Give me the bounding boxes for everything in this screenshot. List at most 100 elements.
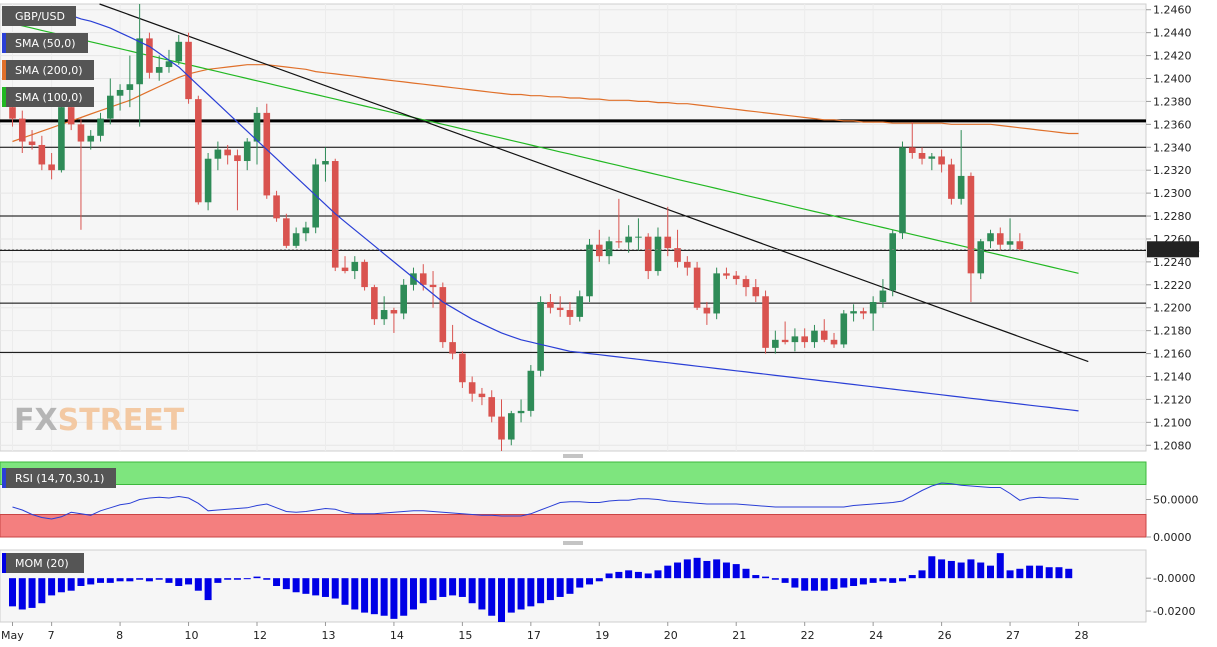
candle xyxy=(1006,218,1014,251)
candle xyxy=(146,32,153,79)
candle xyxy=(899,141,906,239)
y-tick-label: 1.2280 xyxy=(1153,210,1192,223)
candle xyxy=(175,34,183,65)
mom-bar xyxy=(615,571,623,579)
candle xyxy=(468,376,476,402)
candle-body xyxy=(556,307,564,311)
candle-body xyxy=(576,296,584,317)
y-tick-label: 1.2340 xyxy=(1153,141,1192,154)
candle-body xyxy=(468,382,476,394)
candle-body xyxy=(684,261,691,268)
candle-body xyxy=(126,84,134,90)
last-price-label: 1.22513 xyxy=(1150,243,1200,256)
candle-body xyxy=(928,156,936,159)
mom-bar xyxy=(1006,570,1014,579)
candle xyxy=(429,271,437,308)
y-tick-label: 1.2380 xyxy=(1153,95,1192,108)
candle xyxy=(263,103,271,199)
candle-body xyxy=(146,38,153,73)
legend-swatch xyxy=(2,33,6,53)
mom-bar xyxy=(908,575,916,579)
legend-label: RSI (14,70,30,1) xyxy=(15,472,104,485)
candle-body xyxy=(811,330,818,343)
candle xyxy=(703,302,711,325)
mom-bar xyxy=(654,570,662,579)
candle xyxy=(762,290,769,354)
mom-bar xyxy=(233,578,241,580)
mom-bar xyxy=(830,578,838,590)
candle xyxy=(605,236,613,265)
candle xyxy=(644,233,652,280)
candle xyxy=(918,147,926,165)
mom-bar xyxy=(947,560,955,579)
x-tick-label: 19 xyxy=(595,629,609,642)
y-tick-label: 1.2240 xyxy=(1153,256,1192,269)
candle xyxy=(977,238,985,280)
candle xyxy=(380,296,388,325)
mom-bar xyxy=(517,578,525,610)
mom-bar xyxy=(820,578,828,591)
candle xyxy=(948,158,955,205)
candle-body xyxy=(224,149,231,156)
y-tick-label: 1.2200 xyxy=(1153,302,1192,315)
candle-body xyxy=(948,164,955,199)
mom-bar xyxy=(370,578,378,615)
x-tick-label: 10 xyxy=(185,629,199,642)
candle-body xyxy=(243,141,251,162)
legend-label: SMA (100,0) xyxy=(15,91,83,104)
candle xyxy=(488,390,496,423)
candle-body xyxy=(302,227,310,234)
mom-bar xyxy=(889,578,897,583)
candle-body xyxy=(742,279,750,288)
mom-bar xyxy=(898,578,906,582)
mom-bar xyxy=(595,578,603,582)
candle-body xyxy=(263,112,271,196)
candle xyxy=(938,149,945,173)
mom-bar xyxy=(18,578,26,610)
mom-bar xyxy=(273,578,281,586)
candle xyxy=(302,221,310,242)
mom-bar xyxy=(938,559,946,579)
candle-body xyxy=(517,410,525,414)
symbol-label: GBP/USD xyxy=(2,6,76,26)
candle-body xyxy=(967,175,975,274)
mom-bar xyxy=(400,578,408,616)
mom-bar xyxy=(194,578,202,591)
mom-bar xyxy=(106,578,114,583)
candle xyxy=(908,122,916,159)
candle-body xyxy=(586,244,593,297)
candle-body xyxy=(449,342,456,354)
trendline xyxy=(99,3,1089,363)
mom-bar xyxy=(9,578,16,607)
mom-bar xyxy=(801,578,809,591)
candle xyxy=(322,147,329,182)
y-tick-label: 1.2120 xyxy=(1153,393,1192,406)
mom-bar xyxy=(625,570,633,579)
candle xyxy=(97,112,104,142)
mom-bar xyxy=(302,578,310,594)
mom-bar xyxy=(576,578,584,588)
fxstreet-watermark: FXSTREET xyxy=(14,403,185,438)
candle-body xyxy=(547,302,554,308)
candle xyxy=(928,153,936,171)
candle xyxy=(116,84,124,111)
candle-body xyxy=(410,273,417,285)
candle-body xyxy=(693,267,701,308)
y-tick-label: 1.2100 xyxy=(1153,416,1192,429)
mom-bar xyxy=(537,578,545,604)
mom-bar xyxy=(488,578,496,616)
candle-body xyxy=(635,236,642,238)
mom-bar xyxy=(204,578,212,601)
candle-body xyxy=(390,310,398,314)
mom-bar xyxy=(977,562,985,579)
legend-swatch xyxy=(2,553,6,573)
mom-bar xyxy=(409,578,417,610)
candle-body xyxy=(116,89,124,96)
candle-body xyxy=(400,284,407,314)
mom-bar xyxy=(762,576,770,579)
mom-bar xyxy=(987,565,994,579)
x-tick-label: 24 xyxy=(869,629,883,642)
mom-bars xyxy=(9,553,1073,622)
mom-bar xyxy=(703,560,711,579)
candle xyxy=(635,218,642,251)
